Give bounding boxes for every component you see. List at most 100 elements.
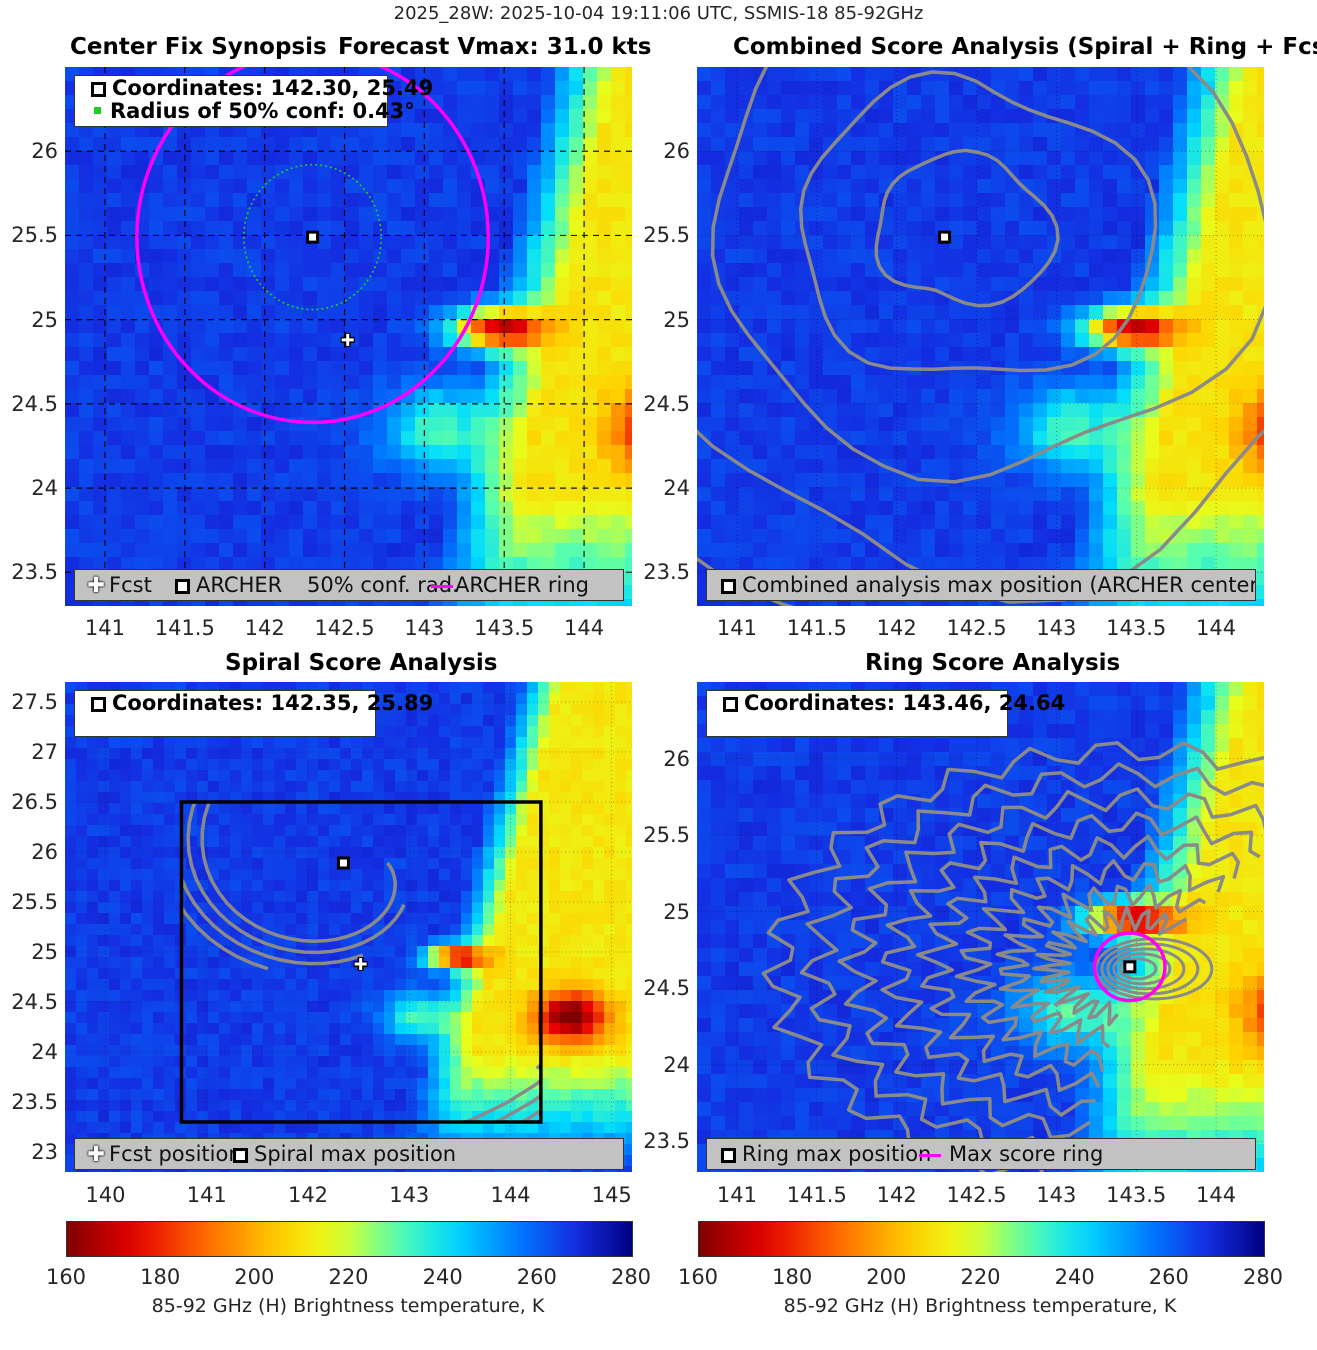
pixel-cell <box>472 781 484 793</box>
pixel-cell <box>197 935 209 947</box>
pixel-cell <box>79 487 94 502</box>
pixel-cell <box>513 81 528 96</box>
pixel-cell <box>1103 165 1118 180</box>
pixel-cell <box>395 715 407 727</box>
pixel-cell <box>303 151 318 166</box>
pixel-cell <box>781 319 796 334</box>
pixel-cell <box>417 1078 429 1090</box>
pixel-cell <box>428 715 440 727</box>
pixel-cell <box>963 221 978 236</box>
pixel-cell <box>625 557 632 572</box>
pixel-cell <box>1131 347 1146 362</box>
pixel-cell <box>373 165 388 180</box>
pixel-cell <box>1173 445 1188 460</box>
pixel-cell <box>555 263 570 278</box>
pixel-cell <box>275 501 290 516</box>
pixel-cell <box>1229 249 1244 264</box>
pixel-cell <box>450 759 462 771</box>
pixel-cell <box>373 935 385 947</box>
pixel-cell <box>457 431 472 446</box>
pixel-cell <box>230 858 242 870</box>
pixel-cell <box>307 1078 319 1090</box>
pixel-cell <box>107 487 122 502</box>
pixel-cell <box>275 487 290 502</box>
pixel-cell <box>837 235 852 250</box>
pixel-cell <box>153 847 165 859</box>
pixel-cell <box>1229 557 1244 572</box>
pixel-cell <box>230 1023 242 1035</box>
pixel-cell <box>362 902 374 914</box>
pixel-cell <box>429 529 444 544</box>
pixel-cell <box>395 682 407 694</box>
pixel-cell <box>131 770 143 782</box>
panel1-vmax-title: Forecast Vmax: 31.0 kts <box>338 34 652 60</box>
pixel-cell <box>109 946 121 958</box>
pixel-cell <box>274 814 286 826</box>
pixel-cell <box>527 361 542 376</box>
pixel-cell <box>725 487 740 502</box>
pixel-cell <box>142 935 154 947</box>
pixel-cell <box>879 431 894 446</box>
pixel-cell <box>1089 193 1104 208</box>
pixel-cell <box>893 389 908 404</box>
pixel-cell <box>555 151 570 166</box>
pixel-cell <box>428 902 440 914</box>
pixel-cell <box>1131 207 1146 222</box>
pixel-cell <box>373 179 388 194</box>
pixel-cell <box>252 957 264 969</box>
pixel-cell <box>186 902 198 914</box>
pixel-cell <box>625 431 632 446</box>
pixel-cell <box>395 836 407 848</box>
pixel-cell <box>1103 291 1118 306</box>
pixel-cell <box>1089 179 1104 194</box>
pixel-cell <box>219 291 234 306</box>
pixel-cell <box>153 737 165 749</box>
pixel-cell <box>387 375 402 390</box>
panel2-title: Combined Score Analysis (Spiral + Ring +… <box>733 34 1317 60</box>
pixel-cell <box>384 1111 396 1123</box>
pixel-cell <box>191 179 206 194</box>
pixel-cell <box>109 880 121 892</box>
pixel-cell <box>1257 515 1264 530</box>
pixel-cell <box>329 682 341 694</box>
pixel-cell <box>1187 235 1202 250</box>
pixel-cell <box>219 319 234 334</box>
pixel-cell <box>351 1078 363 1090</box>
pixel-cell <box>625 193 632 208</box>
pixel-cell <box>1159 235 1174 250</box>
pixel-cell <box>1075 473 1090 488</box>
pixel-cell <box>415 151 430 166</box>
pixel-cell <box>513 445 528 460</box>
pixel-cell <box>541 193 556 208</box>
pixel-cell <box>1201 277 1216 292</box>
pixel-cell <box>93 291 108 306</box>
pixel-cell <box>219 1100 231 1112</box>
pixel-cell <box>1019 81 1034 96</box>
pixel-cell <box>1019 137 1034 152</box>
pixel-cell <box>359 137 374 152</box>
pixel-cell <box>65 935 77 947</box>
pixel-cell <box>513 599 528 606</box>
pixel-cell <box>429 389 444 404</box>
pixel-cell <box>373 924 385 936</box>
pixel-cell <box>555 557 570 572</box>
pixel-cell <box>1019 221 1034 236</box>
pixel-cell <box>555 529 570 544</box>
pixel-cell <box>823 123 838 138</box>
pixel-cell <box>443 417 458 432</box>
pixel-cell <box>340 759 352 771</box>
archer-center-marker-icon <box>91 81 106 97</box>
pixel-cell <box>725 543 740 558</box>
pixel-cell <box>428 1067 440 1079</box>
pixel-cell <box>384 891 396 903</box>
pixel-cell <box>429 501 444 516</box>
pixel-cell <box>98 781 110 793</box>
pixel-cell <box>921 375 936 390</box>
pixel-cell <box>1061 599 1076 606</box>
pixel-cell <box>541 95 556 110</box>
fcst-plus-icon: ✚ <box>87 573 105 597</box>
pixel-cell <box>98 825 110 837</box>
pixel-cell <box>625 403 632 418</box>
pixel-cell <box>485 347 500 362</box>
pixel-cell <box>450 1012 462 1024</box>
